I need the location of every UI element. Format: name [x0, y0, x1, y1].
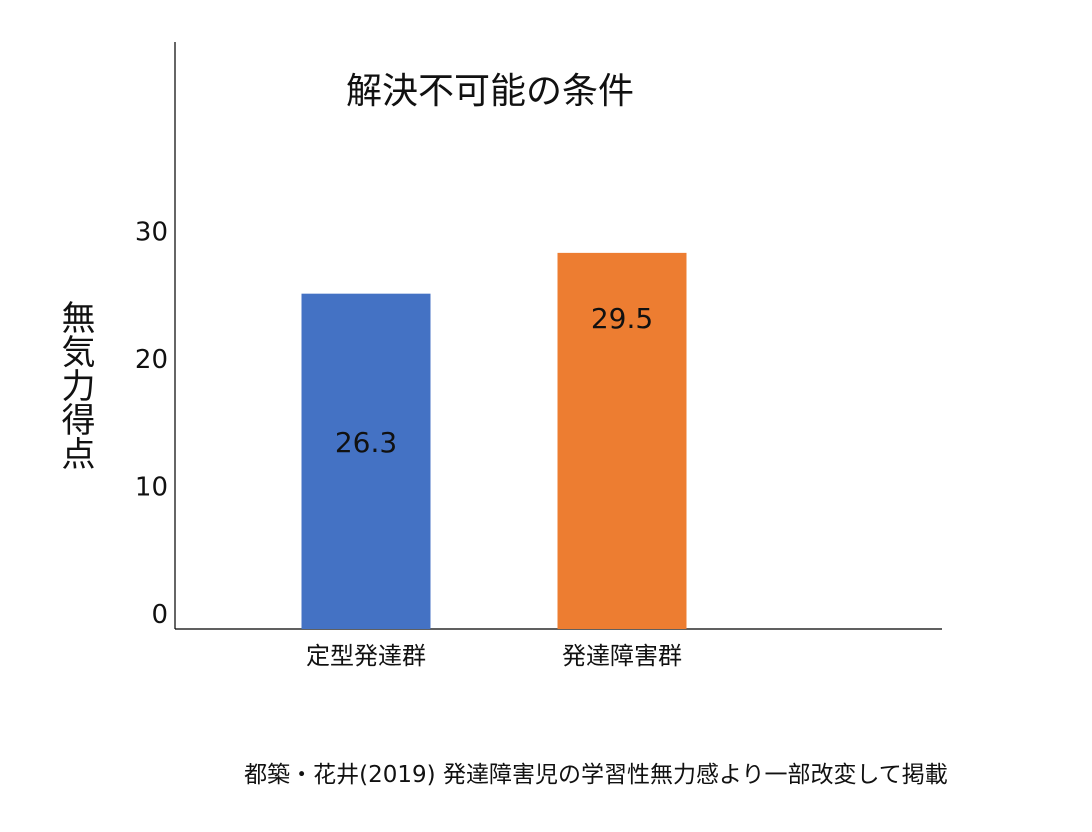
bar	[301, 293, 431, 629]
chart-title: 解決不可能の条件	[345, 71, 634, 112]
y-tick-label: 30	[135, 218, 168, 248]
y-tick-label: 20	[135, 345, 168, 375]
y-axis-label: 無気力得点	[55, 300, 95, 470]
data-label: 26.3	[335, 426, 397, 459]
x-tick-label: 定型発達群	[306, 642, 426, 670]
source-caption: 都築・花井(2019) 発達障害児の学習性無力感より一部改変して掲載	[244, 762, 948, 788]
y-tick-label: 0	[151, 600, 168, 630]
y-tick-label: 10	[135, 473, 168, 503]
bar	[557, 252, 687, 629]
x-tick-label: 発達障害群	[562, 642, 682, 670]
data-label: 29.5	[591, 302, 653, 335]
